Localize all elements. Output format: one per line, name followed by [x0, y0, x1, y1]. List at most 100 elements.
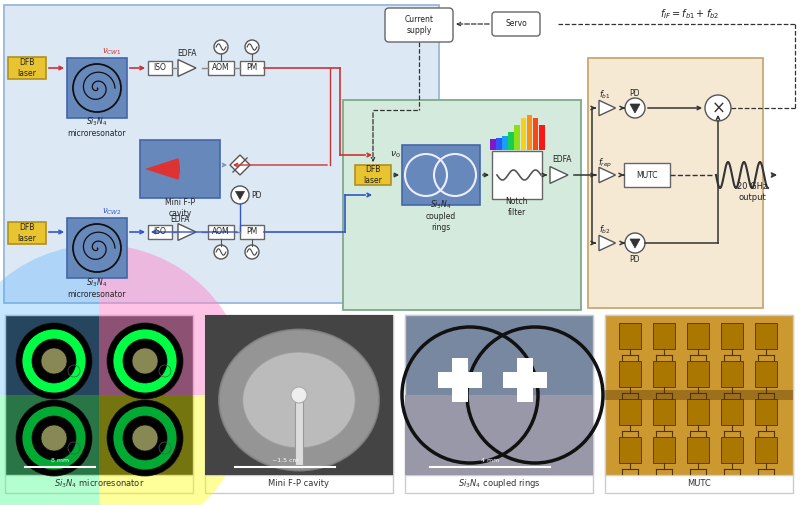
Text: $Si_3N_4$
microresonator: $Si_3N_4$ microresonator: [68, 277, 126, 299]
Text: Notch
filter: Notch filter: [506, 197, 528, 217]
Text: $f_{rep}$: $f_{rep}$: [598, 157, 612, 170]
Bar: [687, 323, 709, 349]
Bar: [208, 61, 234, 75]
Bar: [148, 61, 172, 75]
Bar: [755, 323, 777, 349]
Text: $Si_3N_4$
coupled
rings: $Si_3N_4$ coupled rings: [426, 198, 456, 232]
Bar: [148, 225, 172, 239]
Text: PM: PM: [246, 227, 258, 236]
Circle shape: [22, 329, 86, 393]
Polygon shape: [550, 167, 568, 183]
Polygon shape: [630, 239, 640, 248]
Text: DFB
laser: DFB laser: [363, 165, 382, 185]
Bar: [619, 399, 641, 425]
Bar: [755, 399, 777, 425]
Circle shape: [132, 425, 158, 451]
Bar: [526, 115, 532, 150]
Text: PD: PD: [250, 191, 262, 200]
Bar: [502, 136, 508, 150]
Circle shape: [107, 323, 183, 399]
Circle shape: [41, 425, 67, 451]
Bar: [205, 315, 393, 475]
Circle shape: [107, 400, 183, 476]
Bar: [721, 437, 743, 463]
Bar: [539, 125, 545, 150]
Text: EDFA: EDFA: [178, 48, 197, 58]
Text: $\nu_{CW2}$: $\nu_{CW2}$: [102, 207, 122, 217]
Text: $Si_3N_4$
microresonator: $Si_3N_4$ microresonator: [68, 116, 126, 138]
Text: DFB
laser: DFB laser: [18, 58, 37, 78]
Bar: [67, 218, 127, 278]
Circle shape: [123, 339, 167, 383]
Text: ~1.5 cm: ~1.5 cm: [272, 458, 298, 463]
Text: AOM: AOM: [212, 64, 230, 73]
Circle shape: [41, 348, 67, 374]
Text: MUTC: MUTC: [687, 480, 711, 488]
Bar: [205, 315, 393, 493]
Bar: [208, 225, 234, 239]
Circle shape: [705, 95, 731, 121]
Bar: [653, 399, 675, 425]
Bar: [517, 358, 533, 402]
Text: $f_{b1}$: $f_{b1}$: [599, 89, 611, 101]
Circle shape: [625, 233, 645, 253]
Bar: [343, 100, 581, 310]
Bar: [514, 125, 520, 150]
Circle shape: [113, 329, 177, 393]
Bar: [624, 163, 670, 187]
Bar: [721, 323, 743, 349]
Bar: [721, 361, 743, 387]
Bar: [653, 323, 675, 349]
Text: $f_{IF} = f_{b1} + f_{b2}$: $f_{IF} = f_{b1} + f_{b2}$: [660, 7, 720, 21]
Text: DFB
laser: DFB laser: [18, 223, 37, 243]
Bar: [588, 58, 763, 308]
Wedge shape: [99, 244, 250, 395]
Polygon shape: [630, 104, 640, 113]
Text: EDFA: EDFA: [170, 216, 190, 225]
Wedge shape: [0, 244, 99, 395]
Bar: [5, 315, 193, 475]
Wedge shape: [145, 158, 180, 180]
Text: 4 mm: 4 mm: [481, 458, 499, 463]
Circle shape: [22, 406, 86, 470]
Bar: [402, 145, 480, 205]
Circle shape: [16, 400, 92, 476]
Circle shape: [231, 186, 249, 204]
Circle shape: [113, 406, 177, 470]
Circle shape: [214, 40, 228, 54]
Circle shape: [291, 387, 307, 403]
Bar: [755, 361, 777, 387]
Text: EDFA: EDFA: [552, 156, 572, 165]
Bar: [8, 222, 46, 244]
Bar: [533, 118, 538, 150]
Text: Current
supply: Current supply: [405, 15, 434, 35]
Text: MUTC: MUTC: [636, 171, 658, 179]
Bar: [687, 361, 709, 387]
Bar: [5, 315, 193, 493]
Bar: [405, 395, 593, 475]
Wedge shape: [99, 395, 250, 505]
Text: PD: PD: [630, 88, 640, 97]
Bar: [67, 58, 127, 118]
Polygon shape: [599, 235, 615, 250]
Polygon shape: [599, 167, 615, 183]
Bar: [240, 225, 264, 239]
Bar: [205, 315, 393, 475]
Circle shape: [245, 40, 259, 54]
FancyBboxPatch shape: [385, 8, 453, 42]
Bar: [653, 437, 675, 463]
Bar: [508, 131, 514, 150]
Bar: [8, 57, 46, 79]
Text: AOM: AOM: [212, 227, 230, 236]
Circle shape: [625, 98, 645, 118]
Text: 20 GHz
output: 20 GHz output: [737, 182, 767, 201]
Circle shape: [245, 245, 259, 259]
Bar: [496, 138, 502, 150]
Text: Mini F-P cavity: Mini F-P cavity: [269, 480, 330, 488]
Bar: [605, 315, 793, 475]
Text: Mini F-P
cavity: Mini F-P cavity: [165, 198, 195, 218]
Bar: [687, 399, 709, 425]
Polygon shape: [178, 224, 196, 240]
Bar: [687, 437, 709, 463]
FancyBboxPatch shape: [492, 12, 540, 36]
